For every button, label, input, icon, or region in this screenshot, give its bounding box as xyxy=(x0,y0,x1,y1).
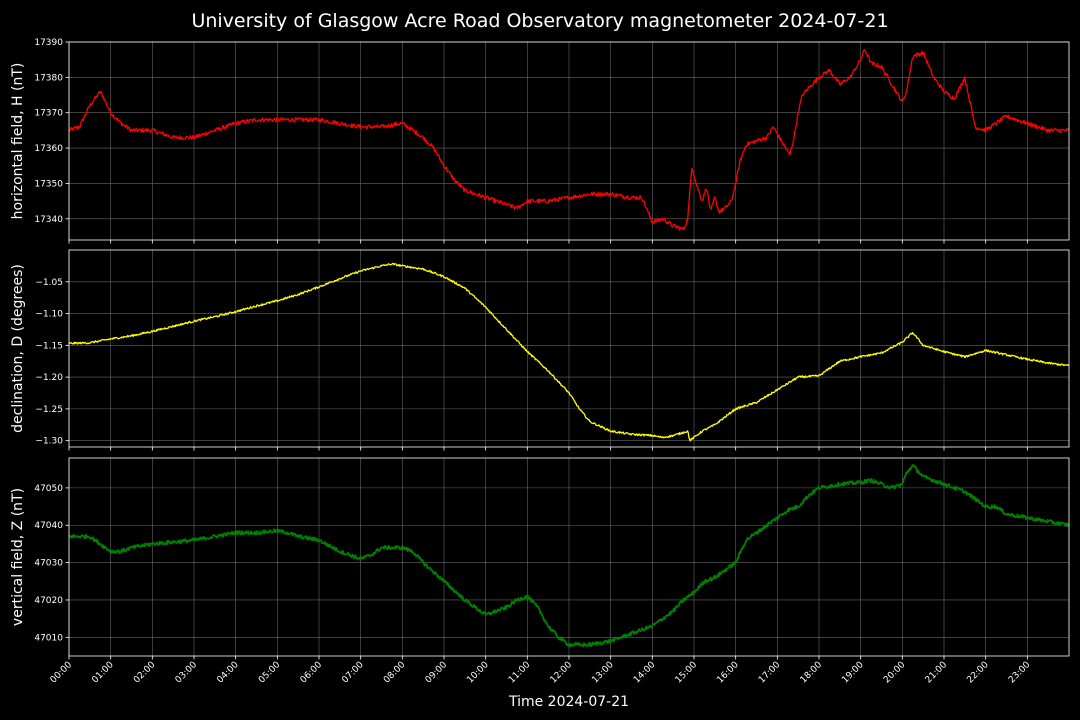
x-tick-label: 13:00 xyxy=(590,660,616,686)
y-tick-label: −1.25 xyxy=(35,405,63,415)
x-tick-label: 18:00 xyxy=(799,660,825,686)
y-tick-label: 17350 xyxy=(34,179,63,189)
series-line-H xyxy=(68,49,1070,231)
x-tick-label: 16:00 xyxy=(715,660,741,686)
x-axis-label: Time 2024-07-21 xyxy=(508,694,629,710)
x-tick-label: 14:00 xyxy=(632,660,658,686)
y-tick-label: 47040 xyxy=(34,521,63,531)
y-tick-label: −1.10 xyxy=(35,310,63,320)
y-tick-label: −1.20 xyxy=(35,373,63,383)
x-tick-label: 22:00 xyxy=(965,660,991,686)
y-tick-label: −1.15 xyxy=(35,341,63,351)
x-tick-label: 11:00 xyxy=(507,660,533,686)
x-tick-label: 20:00 xyxy=(882,660,908,686)
chart-title: University of Glasgow Acre Road Observat… xyxy=(191,10,889,32)
x-tick-label: 09:00 xyxy=(424,660,450,686)
y-tick-label: 17390 xyxy=(34,38,63,48)
x-tick-label: 05:00 xyxy=(257,660,283,686)
x-tick-label: 04:00 xyxy=(215,660,241,686)
axes-frame xyxy=(68,457,1070,657)
y-tick-label: 47020 xyxy=(34,596,63,606)
y-tick-label: 17340 xyxy=(34,215,63,225)
y-tick-label: 47030 xyxy=(34,559,63,569)
x-tick-label: 17:00 xyxy=(757,660,783,686)
x-tick-label: 08:00 xyxy=(382,660,408,686)
y-tick-label: 17370 xyxy=(34,109,63,119)
y-axis-label: vertical field, Z (nT) xyxy=(10,488,26,626)
x-tick-label: 19:00 xyxy=(840,660,866,686)
x-tick-label: 01:00 xyxy=(90,660,116,686)
series-line-D xyxy=(68,262,1070,442)
x-tick-label: 10:00 xyxy=(465,660,491,686)
x-tick-label: 15:00 xyxy=(674,660,700,686)
x-tick-label: 23:00 xyxy=(1007,660,1033,686)
y-tick-label: 47010 xyxy=(34,633,63,643)
x-tick-label: 06:00 xyxy=(299,660,325,686)
axes-frame xyxy=(68,249,1070,448)
x-tick-label: 03:00 xyxy=(174,660,200,686)
x-tick-label: 21:00 xyxy=(924,660,950,686)
y-axis-label: horizontal field, H (nT) xyxy=(10,63,26,220)
x-tick-label: 12:00 xyxy=(549,660,575,686)
x-tick-label: 07:00 xyxy=(340,660,366,686)
x-tick-label: 00:00 xyxy=(49,660,75,686)
y-tick-label: −1.05 xyxy=(35,278,63,288)
y-tick-label: 17380 xyxy=(34,73,63,83)
y-tick-label: 47050 xyxy=(34,484,63,494)
series-line-Z xyxy=(68,464,1070,648)
x-tick-label: 02:00 xyxy=(132,660,158,686)
y-tick-label: −1.30 xyxy=(35,437,63,447)
axes-frame xyxy=(68,41,1070,241)
y-tick-label: 17360 xyxy=(34,144,63,154)
y-axis-label: declination, D (degrees) xyxy=(10,264,26,433)
